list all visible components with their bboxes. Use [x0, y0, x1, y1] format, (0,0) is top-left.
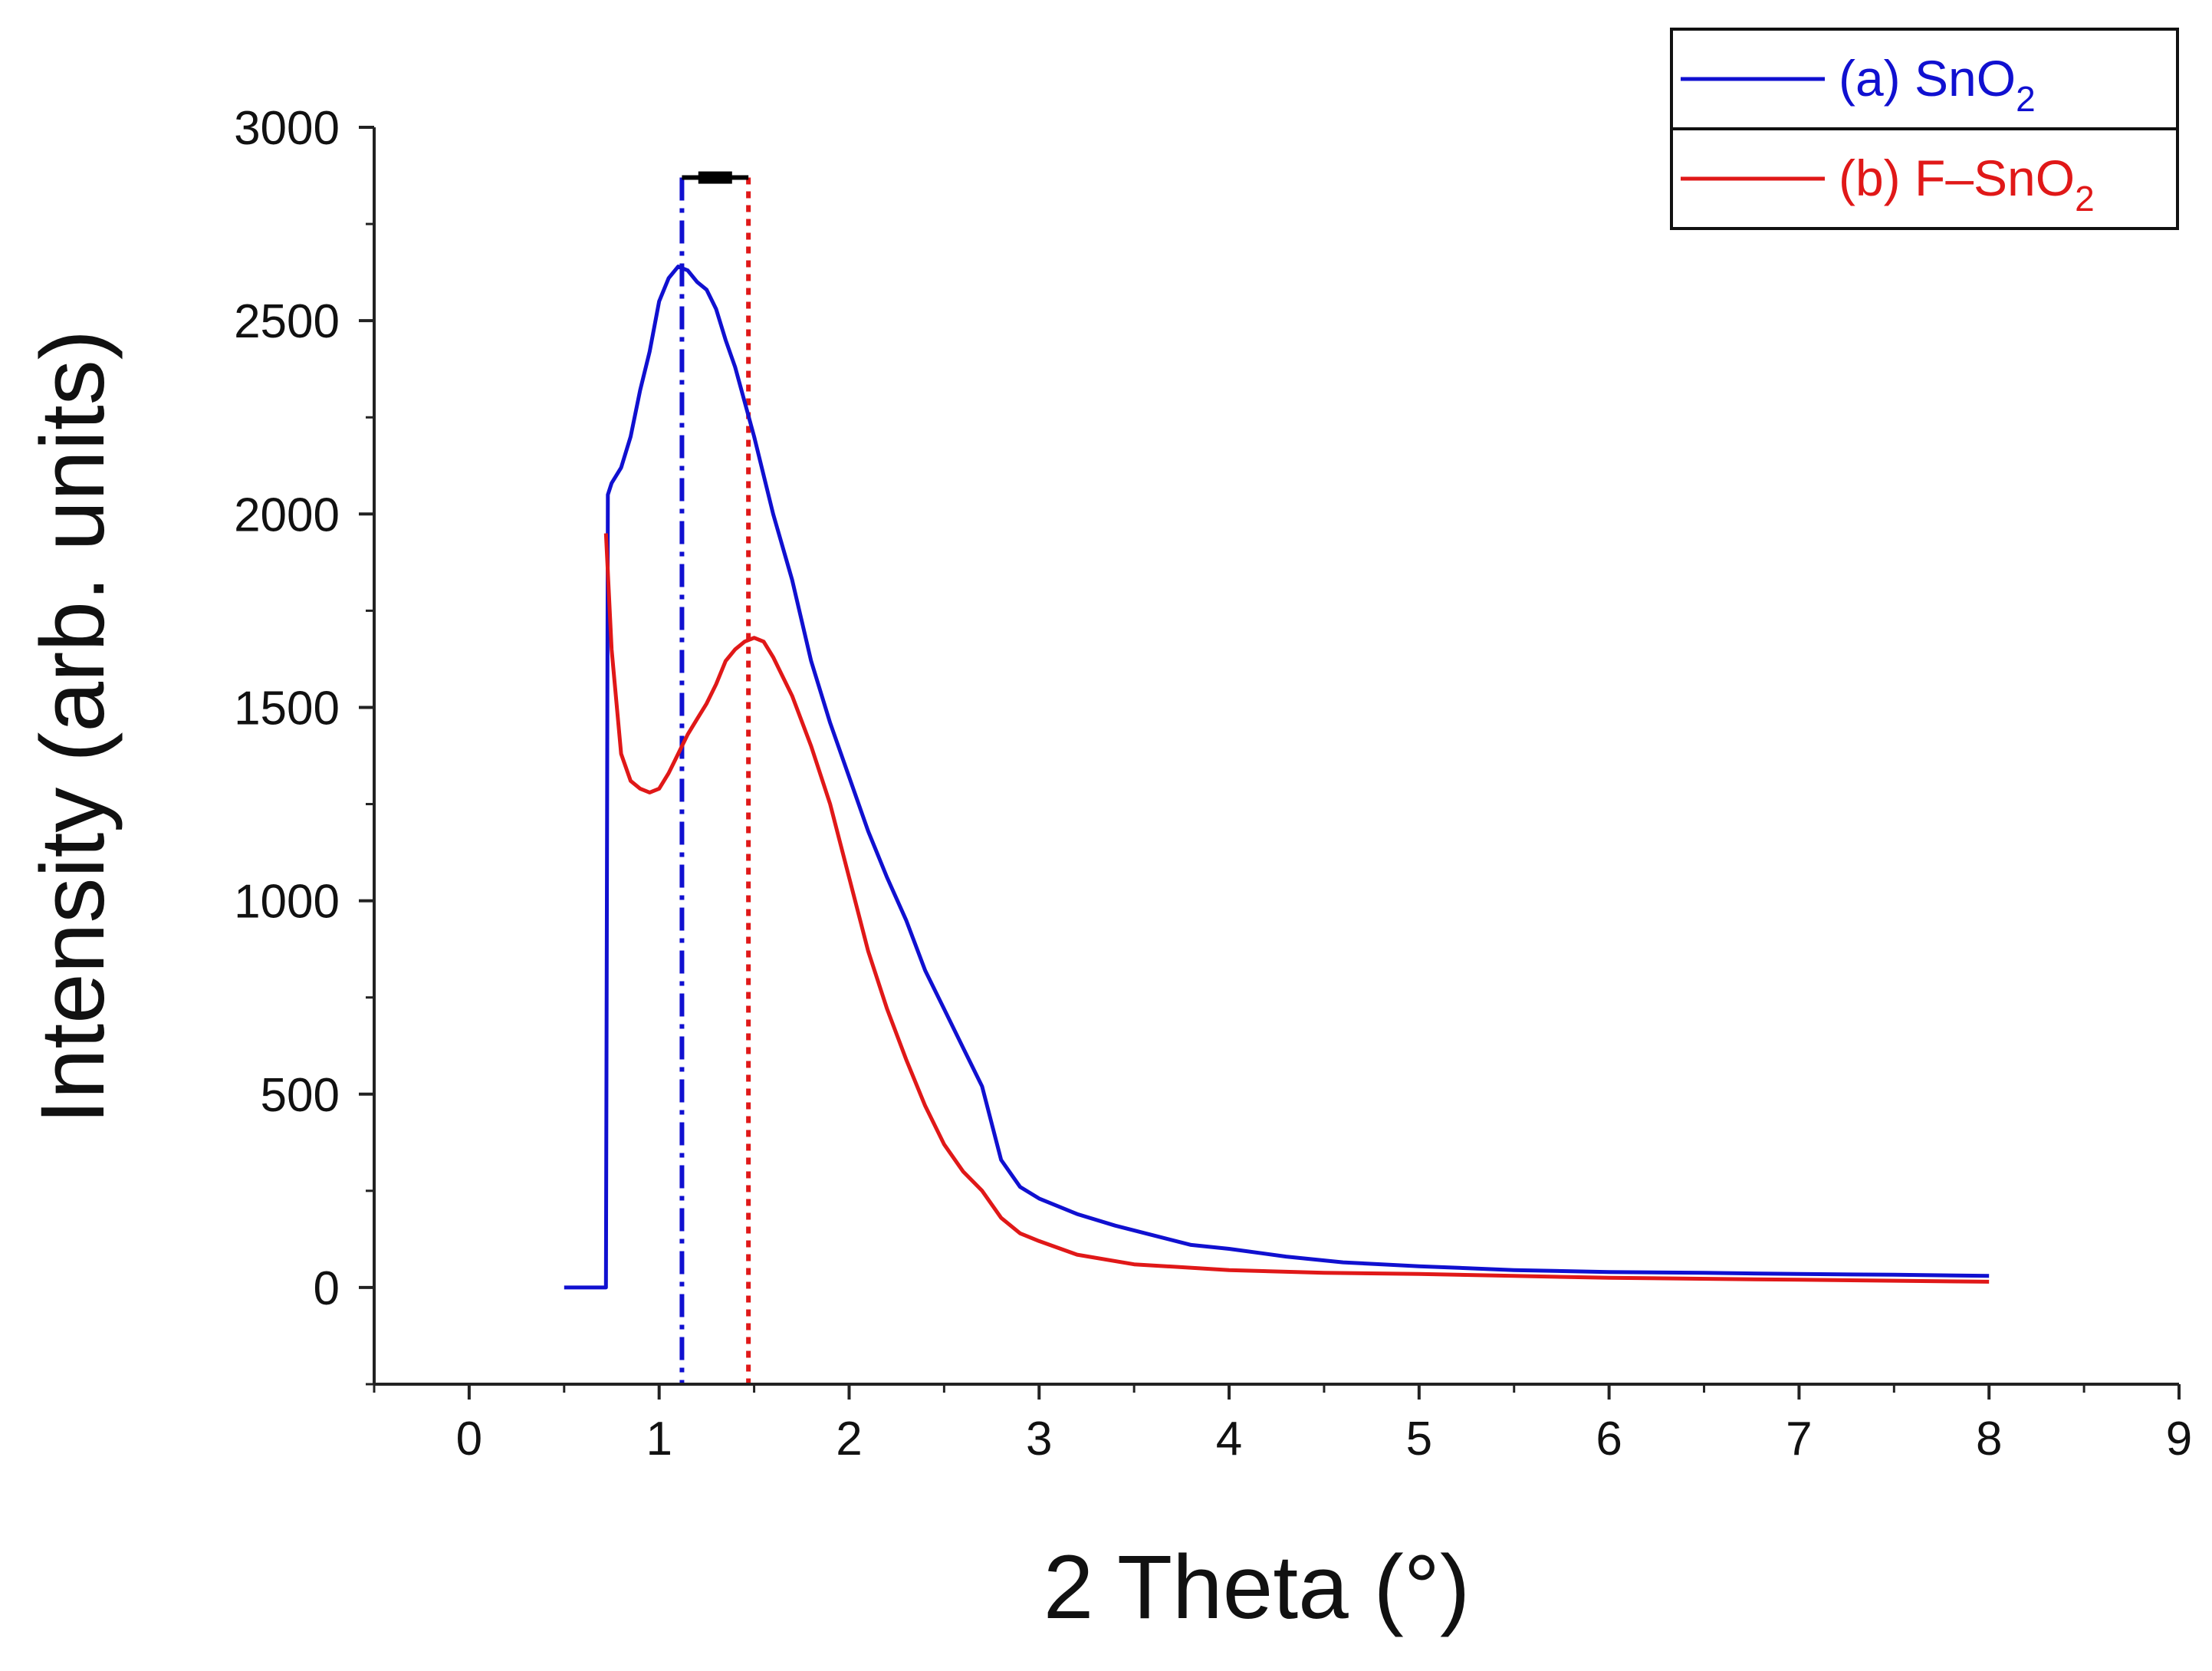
y-axis-title: Intensity (arb. units)	[22, 330, 123, 1124]
series-group	[564, 265, 1990, 1290]
x-tick-label: 2	[836, 1413, 862, 1465]
x-tick-label: 0	[456, 1413, 482, 1465]
x-axis-title: 2 Theta (°)	[1044, 1537, 1471, 1638]
x-tick-label: 4	[1216, 1413, 1242, 1465]
legend-label-subscript: 2	[2075, 179, 2095, 219]
y-tick-label: 2500	[234, 295, 340, 348]
legend-label-2: (b) F–SnO2	[1839, 150, 2095, 219]
legend-label-text: (a) SnO	[1839, 50, 2016, 107]
y-tick-label: 0	[314, 1262, 340, 1315]
x-tick-label: 9	[2166, 1413, 2192, 1465]
legend-label-subscript: 2	[2016, 79, 2036, 119]
series-line-1	[564, 265, 1990, 1290]
x-tick-label: 8	[1976, 1413, 2002, 1465]
reference-lines-group	[679, 177, 751, 1384]
y-tick-label: 500	[261, 1069, 340, 1122]
peak-shift-bracket-group	[682, 171, 749, 184]
axes-group	[373, 127, 2179, 1386]
legend-label-1: (a) SnO2	[1839, 50, 2036, 119]
y-tick-label: 2000	[234, 488, 340, 541]
x-tick-label: 5	[1406, 1413, 1432, 1465]
series-line-2	[603, 533, 1990, 1284]
y-tick-label: 1500	[234, 682, 340, 735]
y-tick-label: 3000	[234, 102, 340, 155]
x-tick-label: 1	[646, 1413, 672, 1465]
peak-shift-bracket-marker	[698, 171, 732, 184]
y-tick-label: 1000	[234, 876, 340, 929]
x-tick-label: 6	[1596, 1413, 1622, 1465]
x-tick-label: 3	[1026, 1413, 1052, 1465]
x-tick-label: 7	[1786, 1413, 1812, 1465]
legend-label-text: (b) F–SnO	[1839, 150, 2075, 206]
legend: (a) SnO2(b) F–SnO2	[1670, 28, 2179, 230]
ticks-group: 0 1 2 3 4 5 6 7 8 9 0 500 1000 1500 2000 2500 3000	[234, 102, 2192, 1465]
